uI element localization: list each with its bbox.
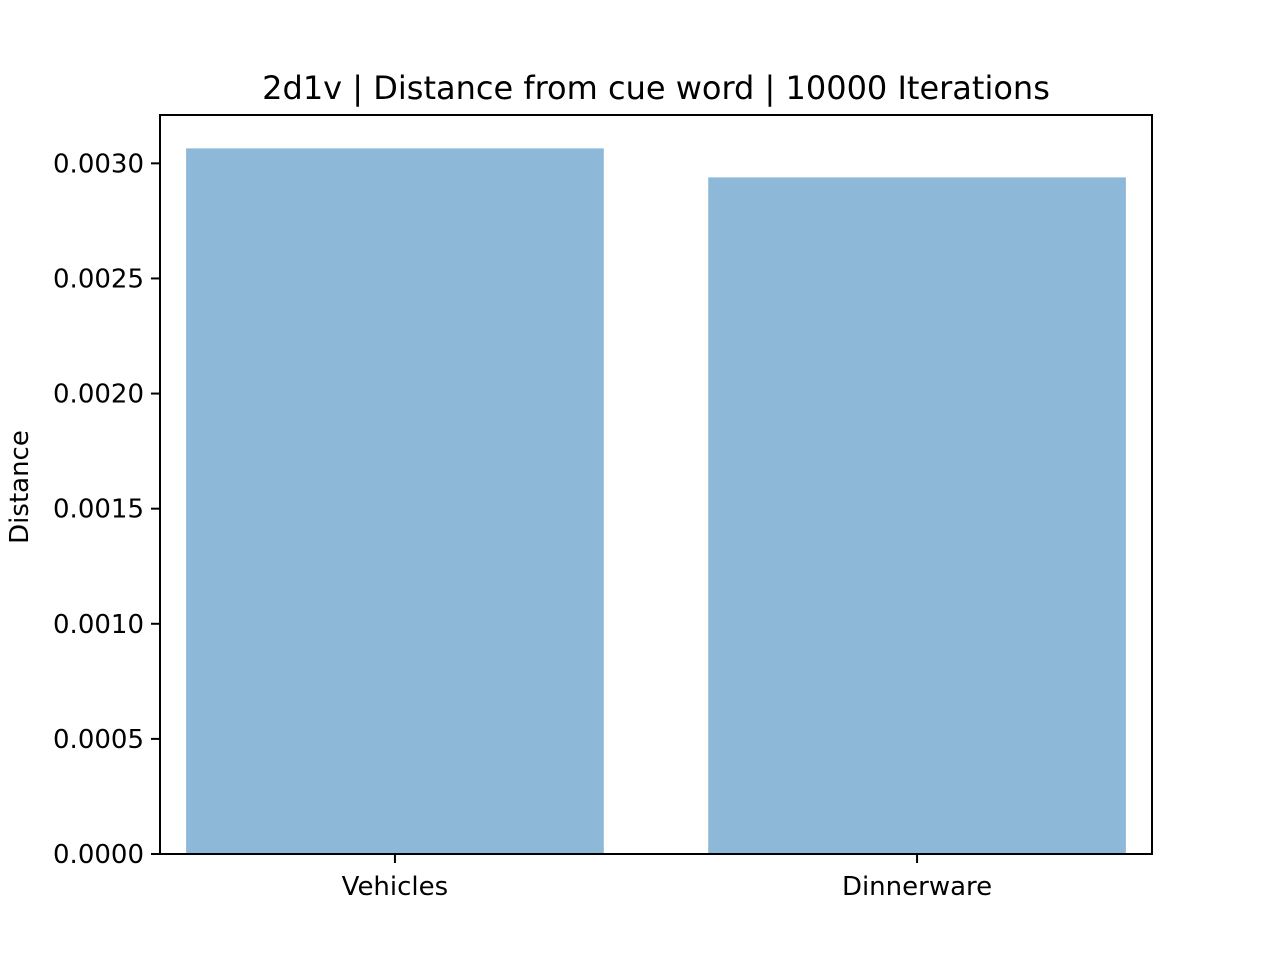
y-tick-label: 0.0025 [53, 264, 144, 294]
y-tick-label: 0.0020 [53, 380, 144, 410]
x-tick-label: Vehicles [342, 872, 449, 902]
bars [186, 148, 1126, 855]
y-tick-label: 0.0005 [53, 725, 144, 755]
y-axis-ticks: 0.0000 0.0005 0.0010 0.0015 0.0020 0.0025 0.00… [53, 149, 160, 870]
x-tick-label: Dinnerware [842, 872, 992, 902]
y-tick-label: 0.0015 [53, 495, 144, 525]
y-axis-label: Distance [5, 430, 35, 544]
x-axis-ticks: Vehicles Dinnerware [342, 854, 992, 902]
y-tick-label: 0.0030 [53, 149, 144, 179]
chart-title: 2d1v | Distance from cue word | 10000 It… [262, 69, 1050, 107]
bar-dinnerware [708, 177, 1126, 854]
plot-frame [159, 114, 1153, 855]
y-tick-label: 0.0010 [53, 610, 144, 640]
bar-vehicles [186, 148, 604, 855]
y-tick-label: 0.0000 [53, 840, 144, 870]
